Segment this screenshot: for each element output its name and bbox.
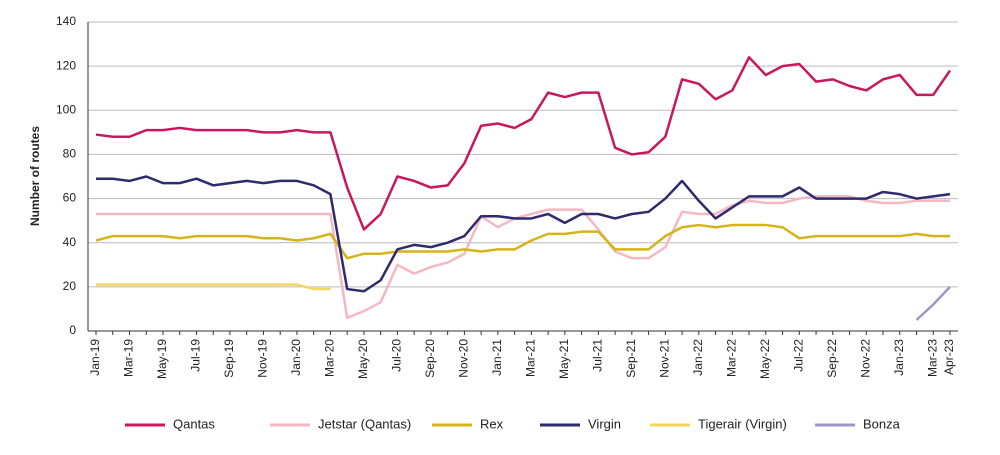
legend-label: Tigerair (Virgin): [698, 416, 787, 431]
x-tick-label: May-19: [155, 339, 169, 379]
x-tick-label: Jan-23: [892, 339, 906, 376]
x-tick-label: Jul-19: [189, 339, 203, 372]
x-tick-label: Mar-23: [925, 339, 939, 377]
x-tick-label: Apr-23: [942, 339, 956, 375]
y-tick-label: 140: [56, 14, 76, 28]
y-tick-label: 120: [56, 58, 76, 72]
legend-label: Jetstar (Qantas): [318, 416, 411, 431]
series-line: [95, 56, 952, 231]
x-tick-label: Mar-19: [122, 339, 136, 377]
x-tick-label: Jan-22: [691, 339, 705, 376]
legend-label: Qantas: [173, 416, 215, 431]
x-tick-label: Jul-20: [390, 339, 404, 372]
x-tick-label: Jan-20: [289, 339, 303, 376]
y-tick-label: 20: [63, 279, 77, 293]
y-tick-label: 100: [56, 102, 76, 116]
x-tick-label: Jul-22: [791, 339, 805, 372]
x-tick-label: Mar-21: [524, 339, 538, 377]
x-tick-label: Nov-20: [457, 339, 471, 378]
series-line: [915, 285, 951, 321]
legend-label: Virgin: [588, 416, 621, 431]
x-tick-label: May-22: [758, 339, 772, 379]
series-line: [96, 175, 951, 293]
x-tick-label: Jan-21: [490, 339, 504, 376]
x-tick-label: Jul-21: [591, 339, 605, 372]
x-tick-label: Mar-20: [323, 339, 337, 377]
y-tick-label: 60: [63, 191, 77, 205]
x-tick-label: Sep-19: [222, 339, 236, 378]
x-tick-label: Sep-20: [423, 339, 437, 378]
y-tick-label: 80: [63, 147, 77, 161]
x-tick-label: Mar-22: [724, 339, 738, 377]
series-line: [96, 283, 331, 291]
x-tick-label: Sep-21: [624, 339, 638, 378]
x-tick-label: Nov-22: [858, 339, 872, 378]
series-line: [95, 223, 950, 260]
x-tick-label: May-21: [557, 339, 571, 379]
y-tick-label: 0: [69, 323, 76, 337]
y-tick-label: 40: [63, 235, 77, 249]
y-axis-label: Number of routes: [28, 126, 42, 226]
legend-label: Bonza: [863, 416, 901, 431]
x-tick-label: Jan-19: [88, 339, 102, 376]
x-tick-label: May-20: [356, 339, 370, 379]
series-line: [96, 195, 950, 320]
x-tick-label: Nov-19: [256, 339, 270, 378]
legend-label: Rex: [480, 416, 504, 431]
x-tick-label: Nov-21: [658, 339, 672, 378]
x-tick-label: Sep-22: [825, 339, 839, 378]
